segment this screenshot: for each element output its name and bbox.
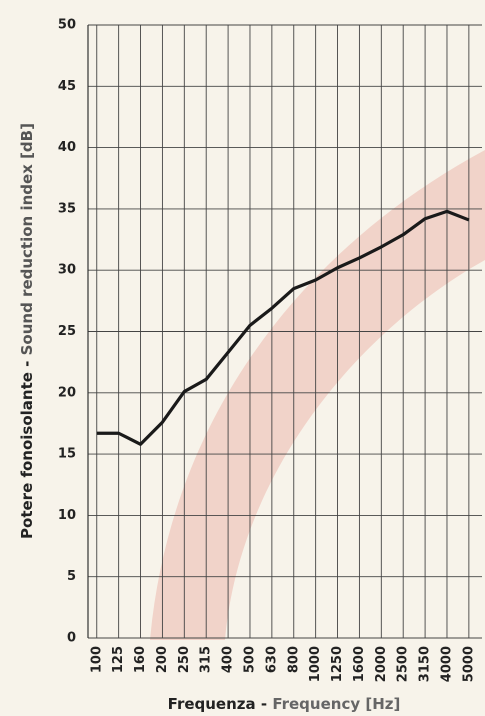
x-tick-label: 500 (242, 646, 257, 673)
y-tick-label: 35 (58, 201, 76, 216)
x-tick-label: 630 (264, 646, 279, 673)
y-tick-label: 20 (58, 385, 76, 400)
x-label-en: Frequency [Hz] (272, 695, 400, 713)
x-tick-label: 315 (199, 646, 214, 673)
x-tick-label: 2500 (396, 646, 411, 682)
y-tick-label: 15 (58, 447, 76, 462)
y-tick-label: 5 (67, 569, 76, 584)
y-tick-label: 40 (58, 140, 76, 155)
x-tick-label: 1250 (330, 646, 345, 682)
x-tick-label: 160 (133, 646, 148, 673)
x-tick-label: 800 (286, 646, 301, 673)
y-label-en: Sound reduction index [dB] (18, 123, 36, 355)
y-tick-label: 0 (67, 631, 76, 646)
x-tick-label: 400 (221, 646, 236, 673)
x-tick-label: 1600 (352, 646, 367, 682)
y-tick-label: 10 (58, 508, 76, 523)
x-label-it: Frequenza - (168, 695, 267, 713)
x-tick-label: 250 (177, 646, 192, 673)
y-axis-label: Potere fonoisolante - Sound reduction in… (18, 123, 36, 539)
x-tick-label: 100 (89, 646, 104, 673)
y-tick-label: 30 (58, 263, 76, 278)
x-tick-label: 2000 (374, 646, 389, 682)
x-tick-label: 200 (155, 646, 170, 673)
x-tick-label: 5000 (461, 646, 476, 682)
y-tick-label: 45 (58, 79, 76, 94)
x-axis-label: Frequenza - Frequency [Hz] (168, 695, 401, 713)
x-tick-label: 1000 (308, 646, 323, 682)
x-tick-label: 3150 (418, 646, 433, 682)
x-tick-label: 4000 (439, 646, 454, 682)
x-tick-label: 125 (111, 646, 126, 673)
y-tick-label: 25 (58, 324, 76, 339)
background (0, 0, 485, 716)
y-label-it: Potere fonoisolante - (18, 361, 36, 539)
y-tick-label: 50 (58, 18, 76, 33)
chart: 0 5 10 15 20 25 30 35 40 45 50 100 125 160 200 250 315 40… (0, 0, 485, 716)
